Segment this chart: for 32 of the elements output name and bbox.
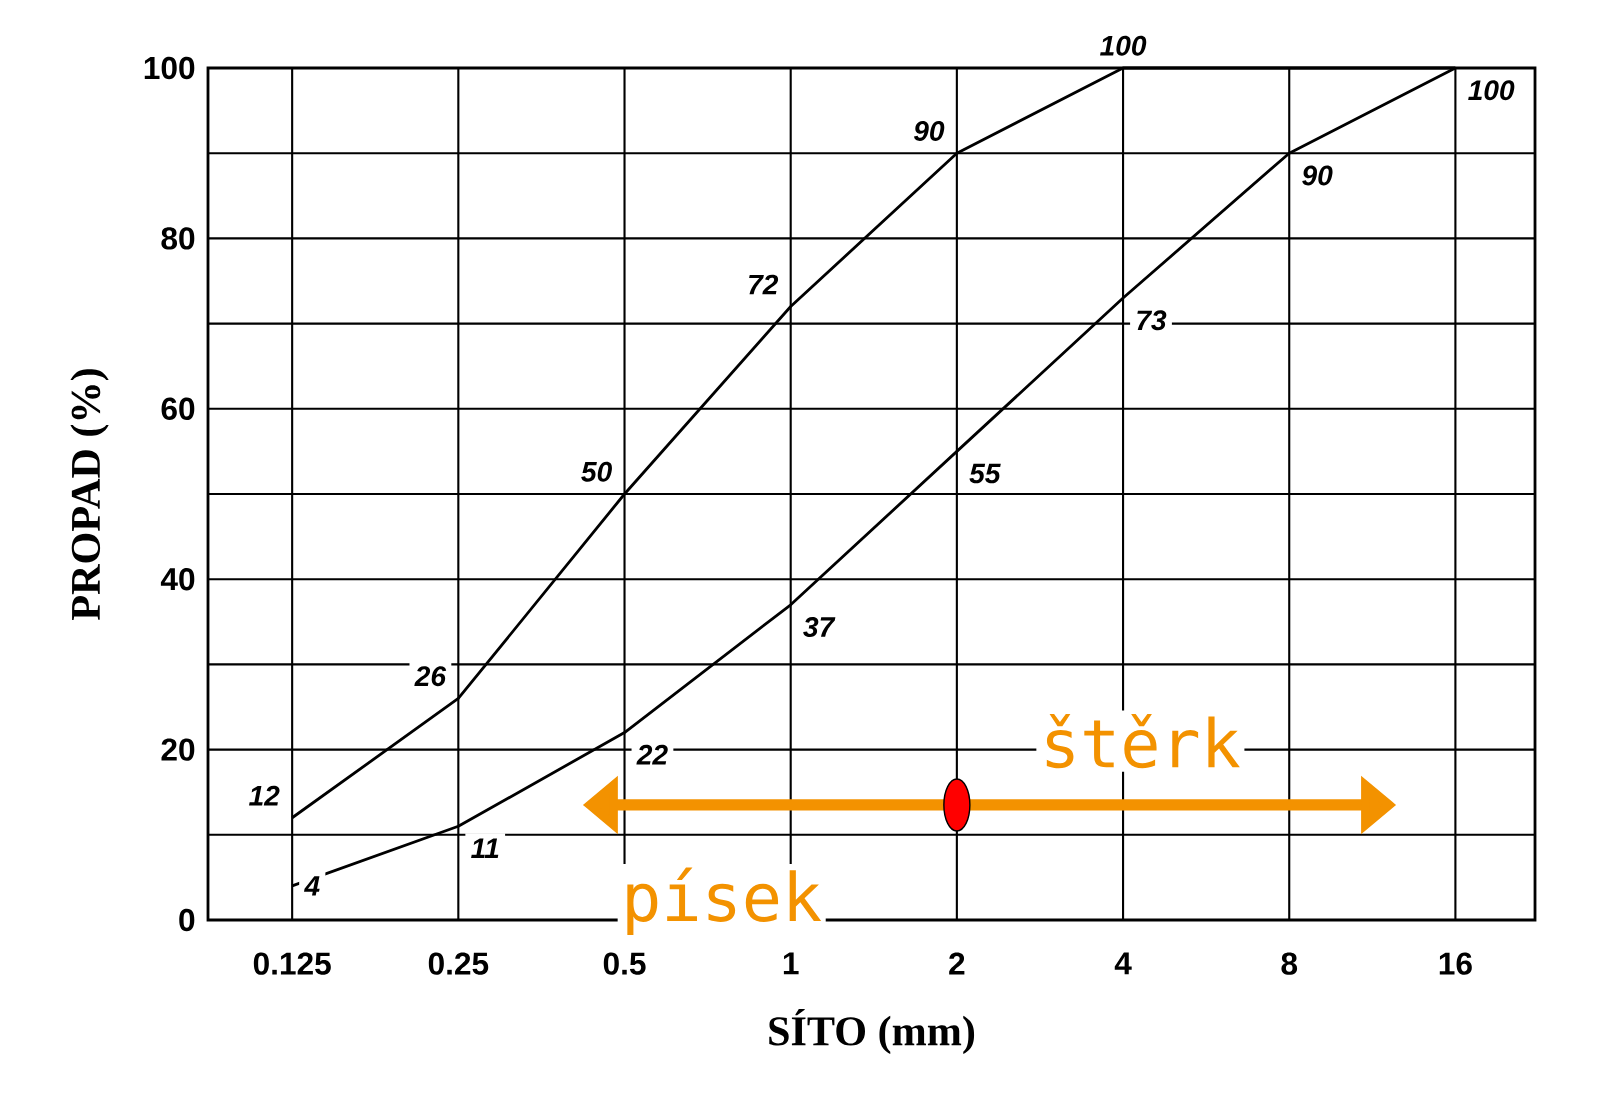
data-label: 11 bbox=[471, 838, 499, 858]
data-label: 50 bbox=[581, 461, 612, 482]
annotation: štěrk bbox=[1046, 713, 1240, 769]
y-tick-label: 60 bbox=[161, 397, 195, 421]
data-label: 100 bbox=[1100, 35, 1147, 56]
data-label: 4 bbox=[304, 876, 320, 896]
data-label: 100 bbox=[1468, 80, 1515, 101]
data-label: 37 bbox=[803, 617, 836, 637]
y-tick-label: 20 bbox=[161, 738, 195, 761]
x-tick-label: 1 bbox=[783, 952, 799, 975]
y-axis-title: PROPAD (%) bbox=[70, 369, 109, 620]
data-label: 90 bbox=[1302, 165, 1333, 186]
data-label: 22 bbox=[636, 744, 668, 765]
x-tick-label: 0.5 bbox=[603, 952, 646, 975]
annotation: písek bbox=[627, 867, 822, 935]
y-tick-label: 40 bbox=[160, 567, 195, 591]
x-tick-label: 4 bbox=[1114, 952, 1132, 975]
x-tick-label: 8 bbox=[1281, 952, 1298, 975]
x-tick-label: 2 bbox=[949, 952, 965, 975]
data-label: 73 bbox=[1137, 310, 1167, 331]
x-axis-title: SÍTO (mm) bbox=[769, 1008, 975, 1055]
data-label: 72 bbox=[749, 274, 779, 295]
y-tick-label: 80 bbox=[161, 227, 195, 250]
x-tick-label: 0.25 bbox=[428, 952, 489, 975]
y-tick-label: 0 bbox=[179, 908, 195, 932]
data-label: 26 bbox=[414, 666, 447, 687]
data-label: 12 bbox=[249, 785, 280, 806]
data-label: 90 bbox=[913, 121, 945, 141]
x-tick-label: 0.125 bbox=[253, 952, 331, 975]
data-label: 55 bbox=[969, 463, 1001, 484]
x-tick-label: 16 bbox=[1439, 952, 1472, 975]
y-tick-label: 100 bbox=[144, 56, 195, 80]
